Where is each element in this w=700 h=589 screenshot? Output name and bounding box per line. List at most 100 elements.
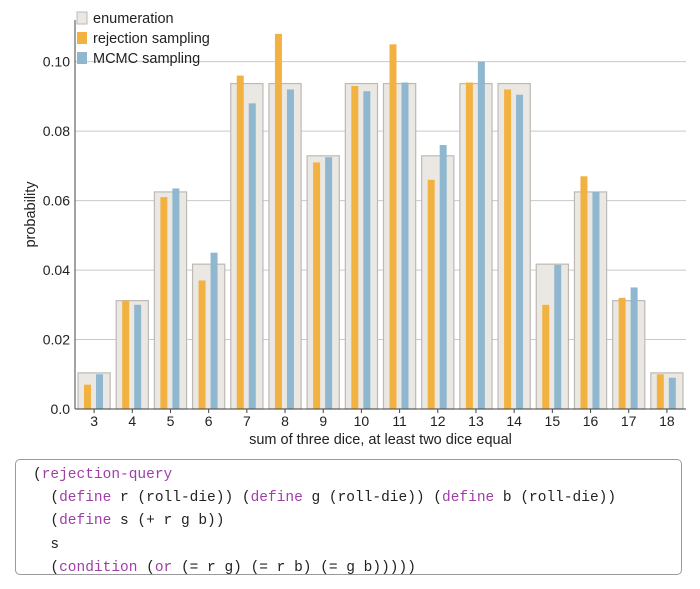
bar-rejection-sampling (236, 75, 244, 410)
x-tick-label: 15 (545, 413, 561, 429)
code-text: b (roll-die)) (494, 490, 617, 506)
bar-rejection-sampling (274, 33, 282, 410)
bar-enumeration (497, 82, 531, 410)
bar-mcmc-sampling (401, 82, 409, 410)
bar-rejection-sampling (198, 280, 206, 409)
bar-enumeration (650, 372, 684, 410)
bar-rejection-sampling (389, 44, 397, 409)
bar-enumeration (382, 82, 417, 410)
bar-enumeration (153, 191, 188, 410)
bar-rejection-sampling (618, 297, 626, 409)
bar-mcmc-sampling (286, 89, 294, 409)
bar-enumeration (573, 191, 608, 410)
x-tick-label: 6 (205, 413, 213, 429)
legend-label: MCMC sampling (93, 51, 200, 67)
x-tick-label: 11 (392, 413, 407, 429)
x-tick-label: 17 (621, 413, 637, 429)
code-keyword: condition (59, 560, 138, 576)
y-axis-title: probability (23, 181, 39, 248)
bar-enumeration (306, 155, 340, 410)
bar-rejection-sampling (351, 85, 359, 409)
legend-swatch (77, 52, 87, 64)
legend-label: rejection sampling (93, 31, 210, 47)
code-text: s (33, 537, 60, 553)
legend-swatch (76, 11, 88, 25)
bar-enumeration (459, 82, 493, 410)
bar-mcmc-sampling (554, 264, 562, 409)
x-tick-label: 5 (167, 413, 175, 429)
bar-mcmc-sampling (592, 191, 600, 409)
bar-rejection-sampling (542, 304, 550, 409)
bar-mcmc-sampling (477, 61, 485, 410)
bar-enumeration (115, 300, 149, 410)
bar-rejection-sampling (465, 82, 473, 410)
code-text: ( (33, 513, 60, 529)
code-line: (rejection-query (33, 467, 172, 483)
y-tick-label: 0.10 (43, 54, 70, 70)
bar-enumeration (77, 372, 111, 410)
bar-mcmc-sampling (248, 103, 256, 409)
bar-enumeration (612, 300, 646, 410)
code-text: ( (33, 467, 42, 483)
bar-rejection-sampling (160, 197, 168, 409)
x-tick-label: 18 (659, 413, 675, 429)
bar-mcmc-sampling (630, 287, 638, 409)
code-keyword: define (442, 490, 495, 506)
x-tick-label: 9 (319, 413, 327, 429)
legend: enumeration rejection sampling MCMC sampli… (76, 11, 210, 67)
bar-rejection-sampling (504, 89, 512, 409)
bar-rejection-sampling (84, 384, 91, 409)
y-tick-label: 0.0 (51, 401, 71, 417)
bar-rejection-sampling (656, 374, 664, 409)
legend-swatch (77, 32, 87, 44)
x-tick-label: 13 (468, 413, 484, 429)
axes: 0.0 0.02 0.04 0.06 0.08 0.10 3 4 5 6 7 8 9 10 11 12 13 14… (23, 20, 686, 448)
x-tick-label: 8 (281, 413, 289, 429)
bar-mcmc-sampling (363, 91, 371, 409)
bar-enumeration (344, 82, 379, 410)
y-tick-label: 0.04 (43, 262, 70, 278)
y-tick-label: 0.08 (43, 123, 70, 139)
x-tick-label: 10 (354, 413, 370, 429)
code-line: s (33, 537, 59, 553)
bar-rejection-sampling (122, 300, 130, 409)
bar-rejection-sampling (427, 179, 435, 409)
bar-enumeration (268, 82, 302, 410)
code-text: (= r g) (= r b) (= g b))))) (172, 560, 416, 576)
legend-label: enumeration (93, 11, 174, 27)
code-keyword: define (59, 490, 112, 506)
bar-enumeration (230, 82, 264, 410)
bar-chart: 0.0 0.02 0.04 0.06 0.08 0.10 3 4 5 6 7 8 9 10 11 12 13 14… (23, 11, 686, 448)
bar-mcmc-sampling (668, 377, 676, 409)
code-text: g (roll-die)) ( (302, 490, 443, 506)
x-tick-label: 3 (90, 413, 98, 429)
x-tick-label: 7 (243, 413, 251, 429)
x-tick-label: 14 (506, 413, 522, 429)
code-text: r (roll-die)) ( (111, 490, 251, 506)
bar-mcmc-sampling (516, 94, 524, 410)
code-text: s (+ r g b)) (111, 513, 225, 529)
bar-rejection-sampling (313, 162, 321, 409)
x-tick-label: 12 (430, 413, 446, 429)
bar-rejection-sampling (580, 176, 588, 409)
code-text: ( (33, 490, 60, 506)
code-keyword: or (154, 560, 173, 576)
bar-mcmc-sampling (210, 252, 218, 409)
y-tick-label: 0.02 (43, 332, 70, 348)
code-line: (define s (+ r g b)) (33, 513, 224, 529)
bar-mcmc-sampling (439, 145, 447, 410)
code-line: (condition (or (= r g) (= r b) (= g b)))… (33, 560, 416, 576)
code-keyword: define (250, 490, 303, 506)
y-tick-label: 0.06 (43, 193, 70, 209)
x-tick-label: 16 (583, 413, 599, 429)
code-line: (define r (roll-die)) (define g (roll-di… (33, 490, 616, 506)
bar-mcmc-sampling (96, 374, 103, 409)
x-axis-title: sum of three dice, at least two dice equ… (249, 432, 512, 448)
bar-mcmc-sampling (172, 188, 180, 409)
code-keyword: rejection-query (41, 467, 173, 483)
bar-enumeration (191, 263, 226, 410)
bars (77, 33, 684, 410)
code-text: ( (137, 560, 155, 576)
x-tick-label: 4 (128, 413, 136, 429)
bar-enumeration (421, 155, 455, 410)
